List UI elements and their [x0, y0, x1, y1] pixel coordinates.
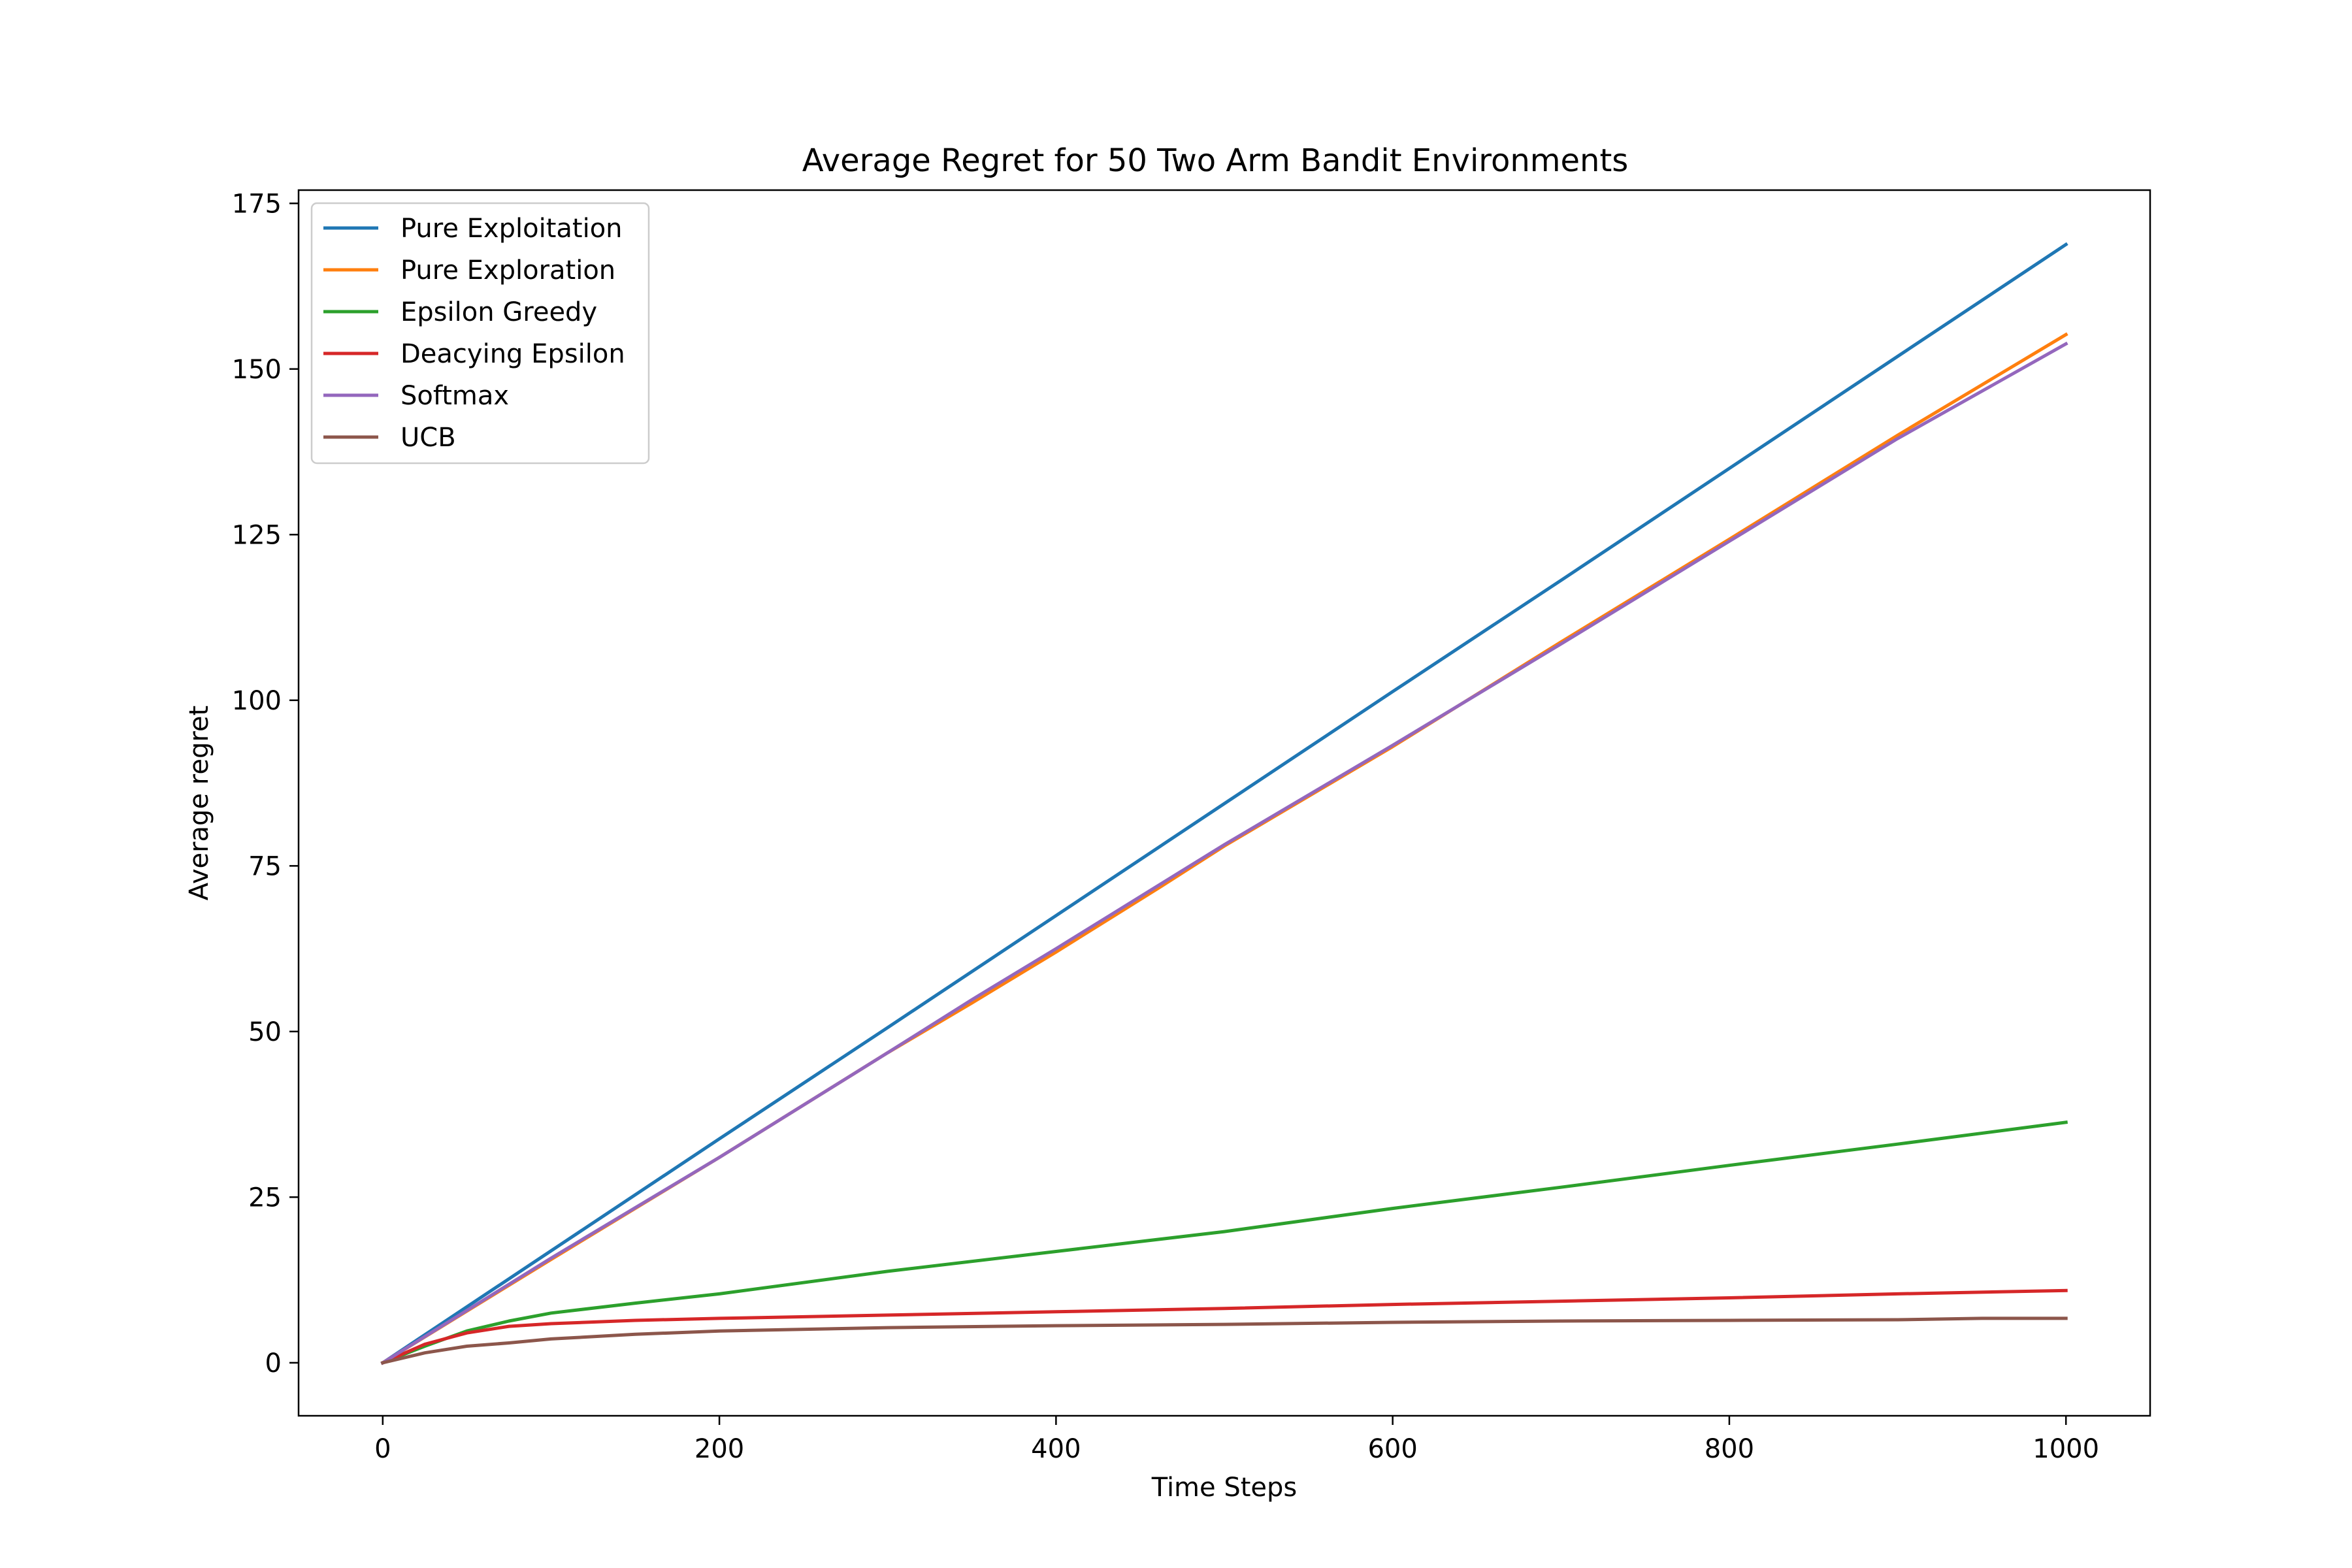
series-line-1	[380, 242, 2068, 1365]
y-tick-label: 75	[248, 851, 282, 881]
x-axis-label: Time Steps	[1151, 1473, 1298, 1503]
y-tick-label: 100	[232, 686, 282, 716]
y-axis-ticks: 0 25 50 75 100 125 150 175	[232, 189, 299, 1379]
y-tick-label: 175	[232, 189, 282, 219]
series-line-3	[380, 1120, 2068, 1365]
series-line-4	[380, 1288, 2068, 1365]
legend-label: Pure Exploration	[400, 255, 615, 286]
legend-label: Epsilon Greedy	[400, 297, 597, 327]
x-tick-label: 0	[374, 1434, 391, 1464]
x-tick-label: 400	[1031, 1434, 1081, 1464]
y-tick-label: 50	[248, 1017, 282, 1047]
legend-box	[310, 202, 650, 465]
plot-frame	[297, 189, 2151, 1417]
y-tick-label: 25	[248, 1183, 282, 1213]
x-tick-label: 200	[694, 1434, 744, 1464]
legend-label: Pure Exploitation	[400, 214, 623, 244]
y-tick-label: 150	[232, 355, 282, 385]
y-tick-label: 0	[265, 1348, 282, 1379]
legend-label: UCB	[400, 423, 456, 453]
legend: Pure Exploitation Pure Exploration Epsilon…	[310, 202, 650, 465]
y-tick-label: 125	[232, 520, 282, 550]
x-tick-label: 600	[1367, 1434, 1417, 1464]
y-axis-label: Average regret	[184, 706, 214, 900]
chart-title: Average Regret for 50 Two Arm Bandit Env…	[802, 142, 1629, 179]
x-tick-label: 800	[1705, 1434, 1754, 1464]
legend-label: Softmax	[400, 381, 509, 411]
x-tick-label: 1000	[2033, 1434, 2099, 1464]
x-axis-ticks: 0 200 400 600 800 1000	[374, 1416, 2099, 1464]
legend-label: Deacying Epsilon	[400, 339, 625, 369]
plot-lines	[380, 242, 2068, 1365]
series-line-6	[380, 1316, 2068, 1365]
series-line-5	[380, 341, 2068, 1365]
